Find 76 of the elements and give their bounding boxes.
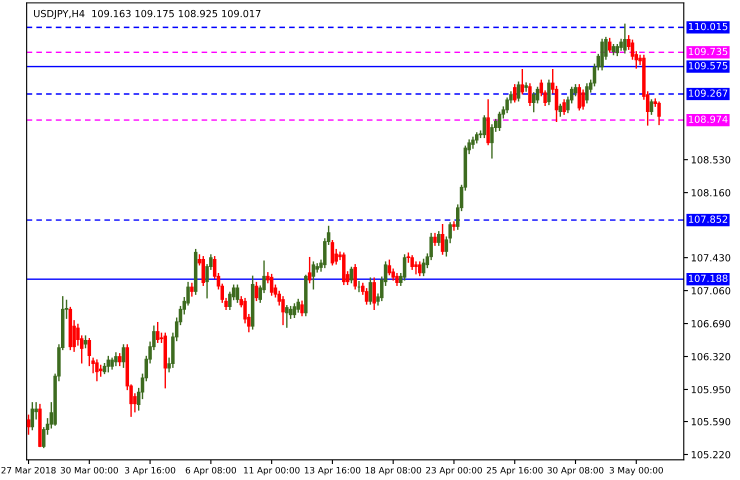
candlestick (30, 402, 34, 430)
candlestick (520, 68, 524, 94)
y-tick-label: 105.220 (692, 450, 730, 458)
candlestick (512, 84, 516, 102)
candlestick (300, 300, 304, 316)
x-tick-label: 3 Apr 16:00 (125, 466, 176, 476)
candlestick (270, 274, 274, 296)
candlestick (372, 277, 376, 310)
candlestick (395, 272, 399, 286)
x-tick-label: 13 Apr 16:00 (304, 466, 360, 476)
y-tick-label: 106.320 (692, 352, 730, 360)
candlestick (292, 303, 296, 318)
ref-line-label: 109.575 (688, 62, 728, 70)
candlestick (581, 89, 585, 110)
candlestick (202, 256, 206, 286)
candlestick (114, 352, 118, 366)
candlestick (437, 231, 441, 246)
x-tick-label: 30 Apr 08:00 (548, 466, 604, 476)
x-tick-label: 18 Apr 08:00 (366, 466, 422, 476)
candlestick (254, 282, 258, 302)
candlestick (650, 99, 654, 115)
ref-line-label: 108.974 (688, 116, 728, 123)
candlestick (26, 414, 30, 435)
candlestick (524, 82, 528, 92)
candlestick (118, 353, 122, 366)
candlestick (285, 305, 289, 328)
y-tick-label: 107.060 (692, 287, 730, 294)
candlestick (578, 84, 582, 110)
candlestick (418, 261, 422, 276)
candlestick (98, 364, 102, 377)
candlestick (482, 115, 486, 138)
ref-line-label: 107.852 (688, 216, 728, 223)
candlestick (88, 338, 92, 366)
candlestick (608, 38, 612, 53)
candlestick (585, 83, 589, 104)
x-tick-label: 25 Apr 16:00 (486, 466, 543, 476)
candlestick (657, 102, 661, 126)
candlestick (308, 256, 312, 284)
x-tick-label: 11 Apr 00:00 (244, 466, 300, 476)
x-tick-label: 30 Mar 00:00 (60, 466, 118, 474)
candlestick (236, 284, 240, 303)
candlestick (547, 80, 551, 106)
x-tick-label: 27 Mar 2018 (1, 466, 56, 474)
y-tick-label: 105.590 (692, 418, 730, 426)
candlestick (368, 277, 372, 305)
y-tick-label: 106.690 (692, 320, 730, 328)
x-tick-label: 6 Apr 08:00 (186, 466, 236, 476)
text: USDJPY,H4 109.163 109.175 108.925 109.017 (34, 10, 260, 20)
candlestick (528, 83, 532, 106)
candlestick (558, 104, 562, 117)
candlestick (84, 335, 88, 348)
candlestick (414, 261, 418, 274)
candlestick (106, 356, 110, 372)
candlestick (516, 81, 520, 102)
candlestick (190, 282, 194, 297)
candlestick (350, 266, 354, 284)
candlestick (612, 44, 616, 56)
y-tick-label: 105.950 (692, 386, 730, 394)
x-tick-label: 23 Apr 00:00 (426, 466, 482, 476)
ref-line-label: 110.015 (688, 22, 728, 30)
candlestick (330, 240, 334, 266)
ref-line-label: 109.735 (688, 48, 728, 56)
y-tick-label: 108.530 (692, 156, 730, 164)
candlestick (440, 224, 444, 255)
candlestick (353, 264, 357, 290)
candlestick (562, 99, 566, 115)
x-tick-label: 3 May 00:00 (610, 466, 663, 476)
candlestick (433, 232, 437, 246)
y-tick-label: 108.160 (692, 189, 730, 196)
ref-line-label: 107.188 (688, 274, 728, 282)
candlestick (312, 261, 316, 290)
ref-line-label: 109.267 (688, 89, 728, 97)
y-tick-label: 107.430 (692, 254, 730, 262)
candlestick (156, 322, 160, 343)
candlestick (623, 24, 627, 54)
candlestick (95, 359, 99, 382)
